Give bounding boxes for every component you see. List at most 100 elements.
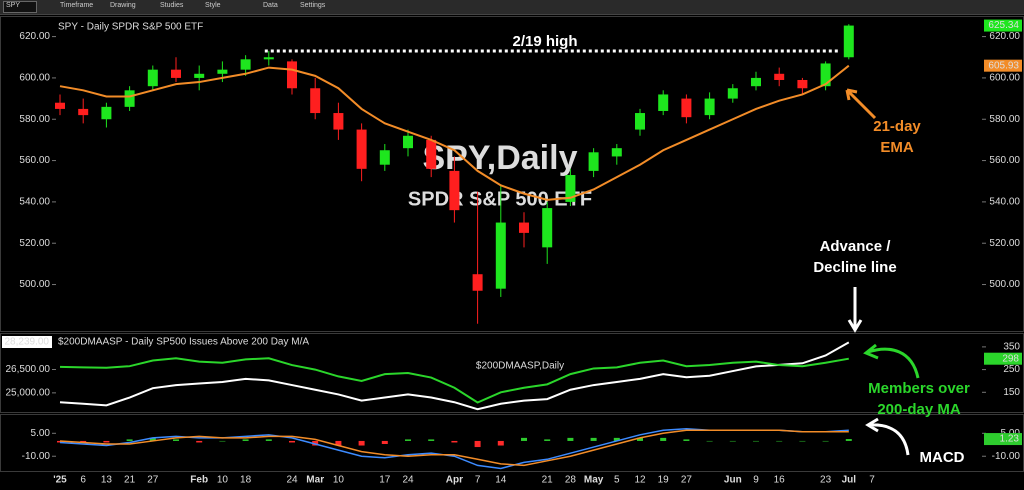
members-annotation: Members over 200-day MA [868,380,970,418]
candle-body [681,98,692,118]
x-tick-label: 18 [240,475,252,486]
histogram-bar [381,440,388,444]
candle-body [124,90,135,107]
histogram-bar [289,440,295,443]
candle-body [310,88,321,114]
histogram-bar [196,440,203,443]
x-tick-label: 17 [379,475,391,486]
y-tick-label: 5.00 [31,428,51,439]
histogram-bar [358,440,365,446]
histogram-bar [335,440,342,446]
histogram-bar [729,440,736,442]
candle-body [495,222,506,289]
background [0,15,1024,490]
candle-body [287,61,297,89]
series-line [59,341,850,411]
histogram-bar [799,440,806,442]
y-tick-label: 540.00 [19,197,50,208]
x-tick-label: Jun [724,475,742,486]
histogram-bar [822,440,829,442]
histogram-bar [219,440,226,442]
y-tick-label: 500.00 [19,279,50,290]
ad-annotation: Advance / Decline line [813,238,897,276]
value-label: 1.23 [1000,434,1020,445]
candle-body [356,129,367,169]
watermark: $200DMAASP,Daily [476,361,564,372]
x-tick-label: '25 [53,475,67,486]
series-line [59,64,850,201]
panel-title: $200DMAASP - Daily SP500 Issues Above 20… [58,337,309,348]
y-tick-label: 620.00 [19,31,50,42]
histogram-bar [497,440,504,446]
candle-body [611,148,622,157]
ad-arrow [847,287,863,333]
y-tick-label: -10.00 [992,451,1021,462]
y-tick-label: -10.00 [22,451,51,462]
candle-body [820,63,831,87]
toolbar-item[interactable]: Settings [300,2,326,9]
histogram-bar [637,437,643,441]
x-tick-label: 24 [286,475,298,486]
histogram-bar [660,437,667,441]
histogram-bar [613,437,620,441]
candle-body [449,170,460,211]
candle-body [635,113,645,130]
histogram-bar [521,437,527,441]
candle-body [588,152,599,171]
candle-body [171,69,181,78]
candle-body [704,98,715,116]
candle-body [727,88,738,99]
value-label-box [2,336,52,348]
candle-body [472,274,483,291]
histogram-bar [474,440,481,448]
toolbar-item[interactable]: Data [263,2,278,9]
histogram-bar [706,440,713,442]
x-tick-label: 12 [634,475,646,486]
y-tick-label: 600.00 [989,73,1020,84]
y-tick-label: 520.00 [989,238,1020,249]
candle-body [403,135,413,149]
candle-body [843,25,854,58]
histogram-bar [845,439,852,441]
symbol-input[interactable]: SPY [3,1,37,13]
candle-body [147,69,158,87]
candle-body [751,77,761,87]
y-tick-label: 560.00 [989,155,1020,166]
candle-body [519,222,529,233]
histogram-bar [149,437,156,441]
ema-arrow [845,88,877,120]
y-tick-label: 600.00 [19,73,50,84]
candle-body [78,108,89,116]
histogram-bar [80,440,87,443]
toolbar-item[interactable]: Studies [160,2,184,9]
x-tick-label: 28 [565,475,577,486]
value-label: 625.34 [988,20,1019,31]
y-tick-label: 25,000.00 [6,388,51,399]
value-label: 28,239.00 [5,337,50,348]
candle-body [565,175,576,202]
value-label: 298 [1002,353,1019,364]
y-tick-label: 250 [1003,364,1020,375]
candle-body [240,59,251,70]
series-line [59,429,849,467]
y-tick-label: 580.00 [19,114,50,125]
x-tick-label: 10 [217,475,229,486]
candle-body [542,208,553,248]
x-tick-label: 7 [869,475,875,486]
candle-body [194,73,205,78]
candle-body [333,113,344,130]
x-tick-label: 27 [681,475,693,486]
toolbar-item[interactable]: Style [205,2,221,9]
candle-body [55,102,65,109]
candle-body [263,57,274,60]
histogram-bar [753,440,759,442]
toolbar-item[interactable]: Drawing [110,2,136,9]
x-tick-label: 10 [333,475,345,486]
reference-label: 2/19 high [512,33,578,50]
candle-body [379,150,390,165]
toolbar-item[interactable]: Timeframe [60,2,94,9]
x-tick-label: May [584,475,604,486]
